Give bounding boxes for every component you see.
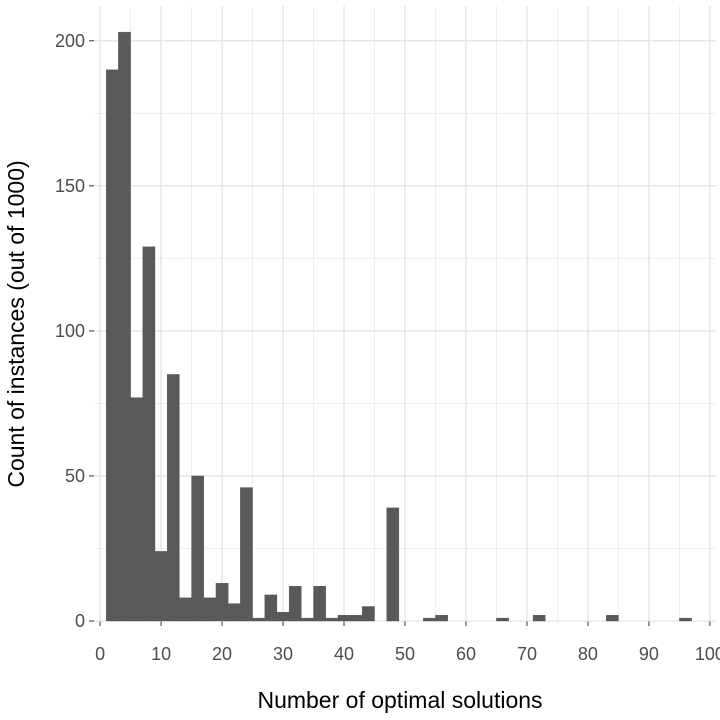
histogram-bar <box>288 585 302 622</box>
x-tick-label: 70 <box>517 644 537 664</box>
histogram-bar <box>166 374 180 622</box>
histogram-bar <box>215 583 229 622</box>
histogram-bar <box>532 614 546 622</box>
histogram-bar <box>606 614 619 622</box>
histogram-bar <box>679 617 692 622</box>
histogram-bar <box>301 617 314 622</box>
histogram-bar <box>362 606 375 622</box>
histogram-bar <box>203 597 217 622</box>
x-tick-label: 90 <box>639 644 659 664</box>
x-tick-label: 100 <box>695 644 720 664</box>
x-tick-label: 40 <box>334 644 354 664</box>
x-tick-label: 80 <box>578 644 598 664</box>
x-axis-tick-labels: 0 10 20 30 40 50 60 70 80 90 100 <box>95 644 720 664</box>
histogram-bar <box>264 594 278 622</box>
histogram-bars <box>105 31 692 622</box>
x-tick-label: 0 <box>95 644 105 664</box>
x-tick-label: 50 <box>395 644 415 664</box>
histogram-bar <box>276 612 290 622</box>
histogram-bar <box>240 487 253 622</box>
histogram-bar <box>325 617 339 622</box>
histogram-bar <box>349 614 363 622</box>
histogram-bar <box>313 585 326 622</box>
y-tick-label: 100 <box>55 321 85 341</box>
y-tick-label: 0 <box>75 611 85 631</box>
histogram-bar <box>142 246 156 622</box>
histogram-bar <box>118 31 131 622</box>
x-tick-label: 10 <box>151 644 171 664</box>
histogram-bar <box>386 507 400 622</box>
y-tick-label: 200 <box>55 31 85 51</box>
histogram-bar <box>105 69 119 622</box>
histogram-bar <box>252 617 265 622</box>
histogram-bar <box>227 603 241 622</box>
histogram-bar <box>337 614 351 622</box>
histogram-bar <box>130 397 143 622</box>
major-gridlines <box>89 6 716 626</box>
x-tick-label: 60 <box>456 644 476 664</box>
histogram-bar <box>191 475 204 622</box>
histogram-bar <box>154 551 168 622</box>
y-axis-title: Count of instances (out of 1000) <box>3 160 29 487</box>
x-tick-label: 30 <box>273 644 293 664</box>
histogram-bar <box>496 617 509 622</box>
y-axis-tick-labels: 0 50 100 150 200 <box>55 31 85 631</box>
y-tick-label: 150 <box>55 176 85 196</box>
y-tick-label: 50 <box>65 466 85 486</box>
x-tick-label: 20 <box>212 644 232 664</box>
histogram-bar <box>423 617 436 622</box>
histogram-bar <box>179 597 192 622</box>
histogram-bar <box>435 614 448 622</box>
x-axis-title: Number of optimal solutions <box>257 687 542 713</box>
